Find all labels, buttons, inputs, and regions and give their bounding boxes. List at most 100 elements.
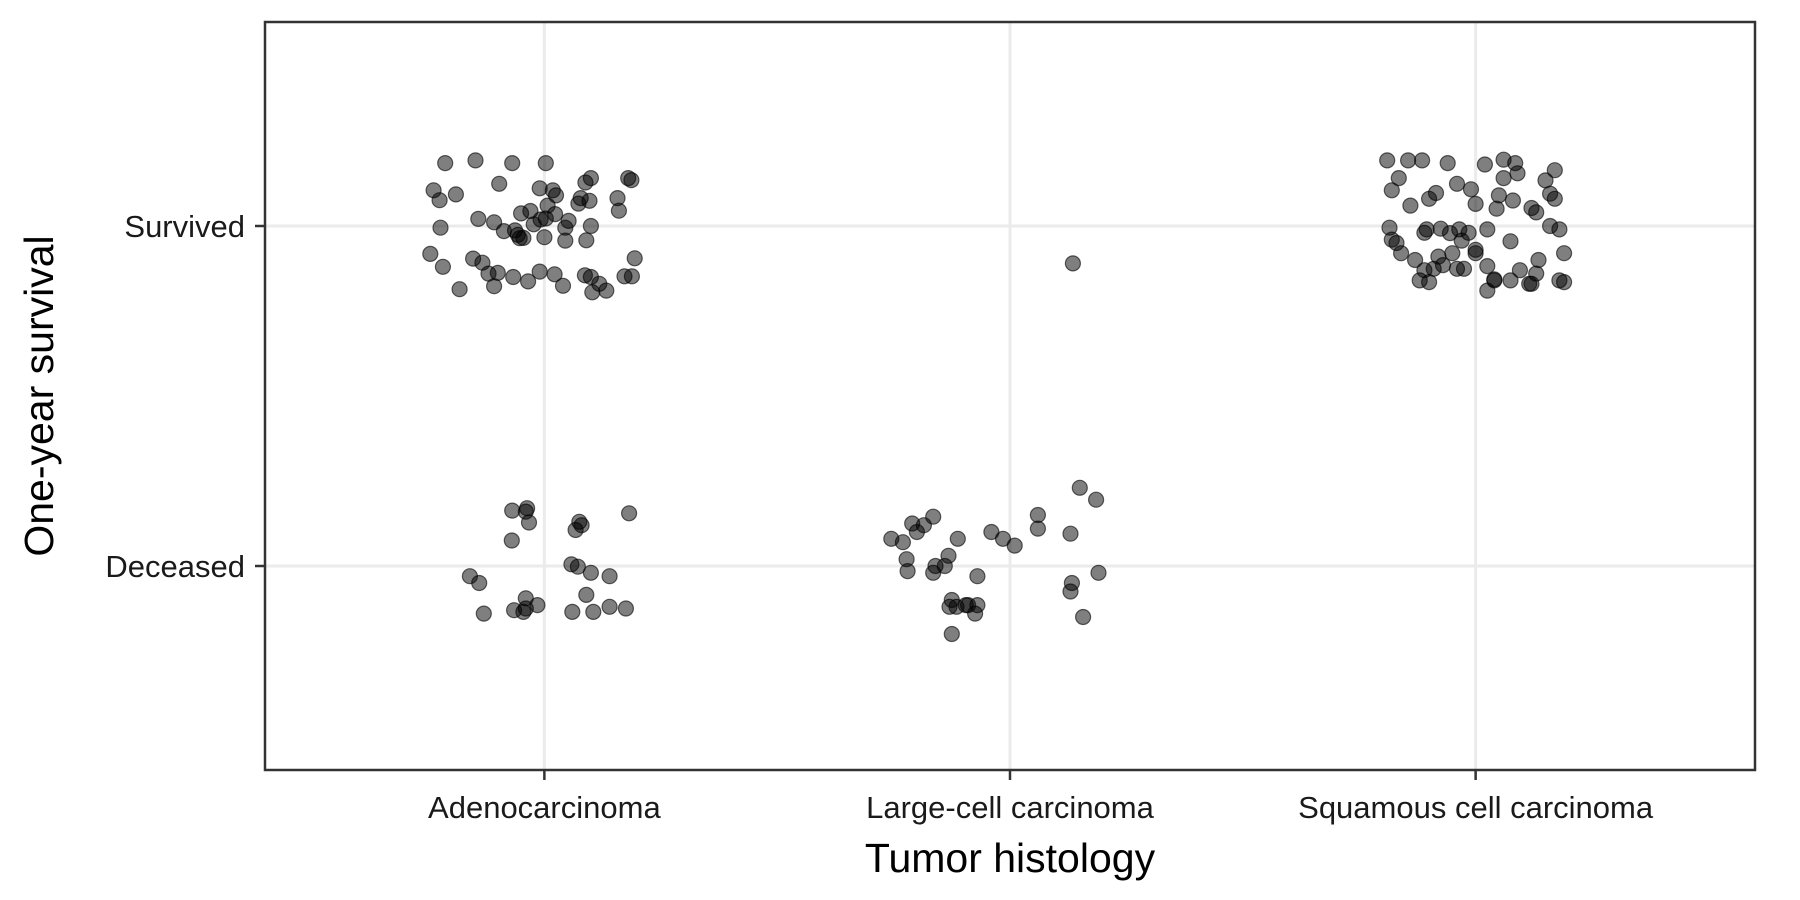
data-point bbox=[531, 180, 548, 197]
grid-lines bbox=[265, 22, 1755, 770]
data-point bbox=[1479, 282, 1496, 299]
data-point bbox=[1504, 192, 1522, 209]
data-point bbox=[491, 175, 508, 192]
data-point bbox=[581, 192, 598, 209]
data-point bbox=[554, 277, 572, 294]
data-point bbox=[1087, 491, 1105, 508]
data-point bbox=[557, 232, 574, 249]
data-point bbox=[520, 514, 538, 531]
data-point bbox=[908, 523, 926, 541]
data-point bbox=[505, 268, 522, 286]
data-point bbox=[537, 155, 554, 172]
data-point bbox=[582, 217, 600, 235]
data-point bbox=[936, 557, 953, 575]
data-point bbox=[1029, 520, 1047, 537]
data-point bbox=[1551, 221, 1568, 238]
data-point bbox=[1530, 251, 1547, 269]
data-point bbox=[1074, 608, 1092, 626]
data-point bbox=[616, 268, 633, 285]
data-point bbox=[546, 206, 564, 223]
data-point bbox=[626, 250, 643, 267]
data-point bbox=[623, 172, 640, 189]
data-point bbox=[475, 605, 492, 622]
x-tick-label: Large-cell carcinoma bbox=[866, 790, 1154, 825]
data-point bbox=[515, 603, 532, 621]
data-point bbox=[582, 170, 600, 187]
data-point bbox=[1546, 162, 1563, 179]
data-point bbox=[437, 155, 454, 172]
data-point bbox=[1502, 272, 1519, 289]
x-tick-label: Adenocarcinoma bbox=[428, 790, 661, 825]
data-point bbox=[451, 281, 468, 298]
data-point bbox=[1479, 258, 1496, 275]
data-point bbox=[1439, 155, 1456, 172]
data-point bbox=[941, 598, 958, 615]
data-point bbox=[1555, 245, 1573, 262]
data-point bbox=[1453, 232, 1470, 249]
data-point bbox=[899, 562, 916, 580]
data-point bbox=[1006, 537, 1023, 554]
data-point bbox=[601, 568, 618, 585]
data-point bbox=[1490, 187, 1508, 204]
data-point bbox=[467, 152, 484, 169]
data-point bbox=[1455, 260, 1473, 277]
data-point bbox=[447, 186, 464, 203]
data-point bbox=[546, 266, 563, 283]
data-point bbox=[1555, 274, 1573, 291]
data-point bbox=[1402, 197, 1419, 214]
data-point bbox=[503, 532, 520, 549]
data-point bbox=[610, 202, 628, 219]
data-point bbox=[1390, 170, 1407, 187]
data-point bbox=[480, 265, 497, 282]
data-point bbox=[578, 232, 595, 249]
data-point bbox=[585, 603, 602, 621]
data-point bbox=[560, 212, 577, 229]
data-point bbox=[512, 205, 530, 222]
data-point bbox=[504, 502, 521, 519]
data-point bbox=[471, 574, 488, 592]
data-point bbox=[1528, 204, 1545, 221]
data-point bbox=[1511, 262, 1529, 279]
data-point bbox=[969, 596, 986, 614]
data-point bbox=[519, 273, 537, 290]
data-point bbox=[582, 564, 600, 581]
data-point bbox=[1427, 184, 1445, 202]
data-point bbox=[1488, 200, 1505, 217]
data-point bbox=[569, 558, 587, 575]
data-point bbox=[1546, 190, 1563, 207]
data-point bbox=[1379, 152, 1396, 169]
data-point bbox=[1062, 525, 1079, 542]
data-point bbox=[1063, 574, 1081, 592]
data-point bbox=[431, 192, 448, 209]
data-point bbox=[1495, 170, 1512, 187]
data-point bbox=[1406, 251, 1424, 269]
data-point bbox=[1064, 255, 1082, 272]
data-point bbox=[1399, 152, 1417, 169]
y-tick-label: Survived bbox=[124, 209, 245, 244]
data-point bbox=[1444, 245, 1461, 262]
data-point bbox=[1502, 233, 1519, 250]
data-point bbox=[1392, 245, 1410, 262]
data-point bbox=[1090, 564, 1107, 581]
data-point bbox=[515, 229, 532, 246]
x-tick-label: Squamous cell carcinoma bbox=[1298, 790, 1654, 825]
axis-ticks bbox=[255, 224, 1477, 780]
data-point bbox=[422, 245, 439, 262]
data-point bbox=[584, 284, 601, 301]
data-point bbox=[434, 258, 451, 275]
data-point bbox=[1476, 156, 1494, 173]
data-point bbox=[1411, 272, 1428, 289]
data-point bbox=[470, 210, 487, 227]
data-point bbox=[1467, 245, 1484, 262]
data-point bbox=[495, 223, 512, 240]
data-point bbox=[432, 219, 449, 236]
data-point bbox=[567, 521, 584, 539]
data-point bbox=[1448, 175, 1466, 192]
data-point bbox=[1383, 182, 1400, 199]
y-axis-title: One-year survival bbox=[16, 235, 62, 556]
x-tick-labels: Adenocarcinoma Large-cell carcinoma Squamo… bbox=[428, 790, 1654, 825]
data-point bbox=[969, 568, 986, 585]
data-point bbox=[564, 603, 581, 621]
data-point bbox=[536, 229, 553, 246]
